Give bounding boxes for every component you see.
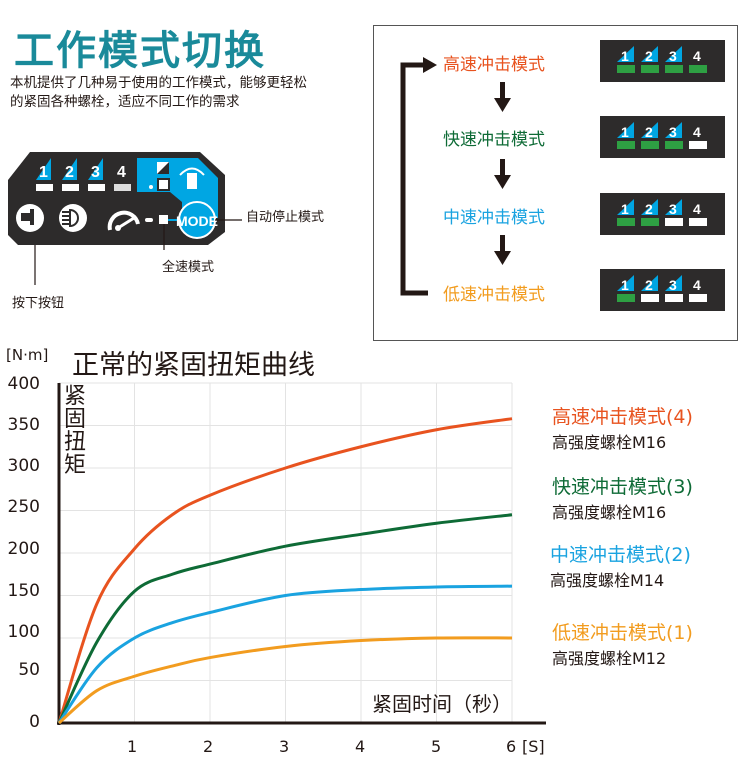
y-tick: 150 xyxy=(7,581,40,601)
light-icon xyxy=(69,208,79,228)
mode-cycle-arrows xyxy=(400,57,511,296)
svg-text:1: 1 xyxy=(621,277,629,293)
y-tick: 0 xyxy=(29,712,40,732)
x-tick: 6 xyxy=(506,737,517,756)
svg-text:3: 3 xyxy=(669,124,677,140)
drill-icon xyxy=(21,209,34,225)
y-tick: 400 xyxy=(7,374,40,394)
torque-chart xyxy=(57,382,546,725)
svg-text:3: 3 xyxy=(669,201,677,217)
auto-stop-indicator-icon xyxy=(149,162,170,191)
svg-text:3: 3 xyxy=(669,277,677,293)
y-tick: 300 xyxy=(7,456,40,476)
mode-label-high: 高速冲击模式 xyxy=(443,55,545,75)
legend-mode: 快速冲击模式(3) xyxy=(552,476,693,498)
loop-arrow-icon xyxy=(400,62,428,296)
x-tick: 4 xyxy=(355,737,366,756)
light-beam-icon xyxy=(62,211,69,225)
legend-item: 低速冲击模式(1) 高强度螺栓M12 xyxy=(552,618,693,669)
svg-text:4: 4 xyxy=(693,48,701,64)
down-arrow-icon xyxy=(494,159,511,189)
down-arrow-icon xyxy=(494,235,511,265)
y-tick: 350 xyxy=(7,415,40,435)
x-tick: 5 xyxy=(431,737,442,756)
legend-item: 快速冲击模式(3) 高强度螺栓M16 xyxy=(552,472,693,523)
x-tick: 1 xyxy=(127,737,138,756)
dash-indicator xyxy=(145,218,153,222)
y-tick: 50 xyxy=(18,660,40,680)
mode-cycle-box xyxy=(373,25,738,341)
x-tick: 2 xyxy=(203,737,214,756)
svg-text:1: 1 xyxy=(621,48,629,64)
legend-bolt: 高强度螺栓M16 xyxy=(552,503,667,522)
legend-item: 高速冲击模式(4) 高强度螺栓M16 xyxy=(552,402,693,453)
y-tick: 100 xyxy=(7,622,40,642)
x-axis-label: 紧固时间（秒） xyxy=(372,692,512,716)
light-button[interactable] xyxy=(59,204,87,232)
legend-bolt: 高强度螺栓M14 xyxy=(550,571,665,590)
series-line xyxy=(57,513,513,724)
description-line-2: 的紧固各种螺栓，适应不同工作的需求 xyxy=(10,94,240,110)
legend-bolt: 高强度螺栓M16 xyxy=(552,433,667,452)
y-axis-label: 紧固扭矩 xyxy=(64,384,87,478)
mode-label-medium: 中速冲击模式 xyxy=(443,208,545,228)
svg-text:4: 4 xyxy=(693,124,701,140)
series-line xyxy=(57,417,513,724)
svg-text:2: 2 xyxy=(645,48,653,64)
legend-item: 中速冲击模式(2) 高强度螺栓M14 xyxy=(550,540,691,591)
control-panel: 1 2 3 4 MODE xyxy=(8,152,242,285)
legend-bolt: 高强度螺栓M12 xyxy=(552,649,667,668)
panel-leds xyxy=(36,158,131,191)
panel-num-4: 4 xyxy=(117,164,126,181)
y-tick: 200 xyxy=(7,539,40,559)
legend-mode: 低速冲击模式(1) xyxy=(552,622,693,644)
y-tick: 250 xyxy=(7,497,40,517)
series-line xyxy=(58,636,513,725)
panel-num-3: 3 xyxy=(91,164,100,181)
callout-auto-stop: 自动停止模式 xyxy=(246,210,325,225)
svg-text:2: 2 xyxy=(645,201,653,217)
svg-text:1: 1 xyxy=(621,124,629,140)
panel-num-1: 1 xyxy=(39,164,48,181)
description: 本机提供了几种易于使用的工作模式，能够更轻松 的紧固各种螺栓，适应不同工作的需求 xyxy=(10,74,370,112)
legend-mode: 中速冲击模式(2) xyxy=(550,544,691,566)
svg-text:3: 3 xyxy=(669,48,677,64)
callout-full-speed: 全速模式 xyxy=(162,260,215,275)
panel-num-2: 2 xyxy=(65,164,74,181)
callout-press-button: 按下按钮 xyxy=(12,296,65,311)
down-arrow-icon xyxy=(494,82,511,112)
bolt-rotation-icon xyxy=(179,167,205,189)
full-speed-indicator xyxy=(159,215,168,224)
chart-title: 正常的紧固扭矩曲线 xyxy=(72,350,315,381)
mode-button-label: MODE xyxy=(176,213,218,229)
svg-text:1: 1 xyxy=(621,201,629,217)
mode-label-low: 低速冲击模式 xyxy=(443,285,545,305)
svg-text:2: 2 xyxy=(645,277,653,293)
mode-label-fast: 快速冲击模式 xyxy=(443,130,545,150)
legend-mode: 高速冲击模式(4) xyxy=(552,406,693,428)
x-tick: 3 xyxy=(279,737,290,756)
description-line-1: 本机提供了几种易于使用的工作模式，能够更轻松 xyxy=(10,75,307,91)
x-unit-label: [S] xyxy=(522,737,545,756)
svg-text:2: 2 xyxy=(645,124,653,140)
svg-text:4: 4 xyxy=(693,201,701,217)
svg-text:4: 4 xyxy=(693,277,701,293)
y-unit-label: [N·m] xyxy=(6,346,49,364)
speed-gauge-icon xyxy=(107,210,140,231)
series-line xyxy=(57,584,513,724)
page-title: 工作模式切换 xyxy=(14,28,266,74)
